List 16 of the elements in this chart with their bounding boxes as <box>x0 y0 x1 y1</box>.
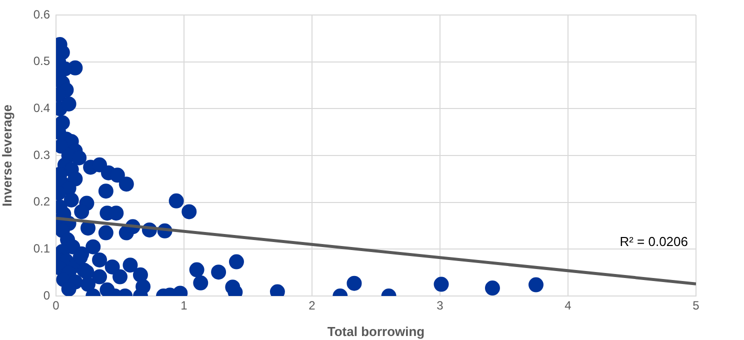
x-tick-label: 2 <box>308 298 316 313</box>
y-tick-label: 0.5 <box>33 54 50 68</box>
x-tick-label: 5 <box>692 298 700 313</box>
y-tick-label: 0 <box>43 288 50 302</box>
x-tick-label: 1 <box>180 298 188 313</box>
y-axis-title: Inverse leverage <box>0 104 14 206</box>
annotation: R² = 0.0206 <box>620 234 688 250</box>
x-axis-title: Total borrowing <box>327 324 425 339</box>
x-tick-label: 4 <box>564 298 572 313</box>
x-tick-label: 3 <box>436 298 444 313</box>
y-tick-label: 0.4 <box>33 100 50 115</box>
y-tick-label: 0.6 <box>33 7 50 22</box>
x-tick-label: 0 <box>52 298 60 313</box>
y-tick-label: 0.1 <box>33 241 50 256</box>
y-tick-label: 0.2 <box>33 194 50 209</box>
y-tick-label: 0.3 <box>33 148 50 162</box>
